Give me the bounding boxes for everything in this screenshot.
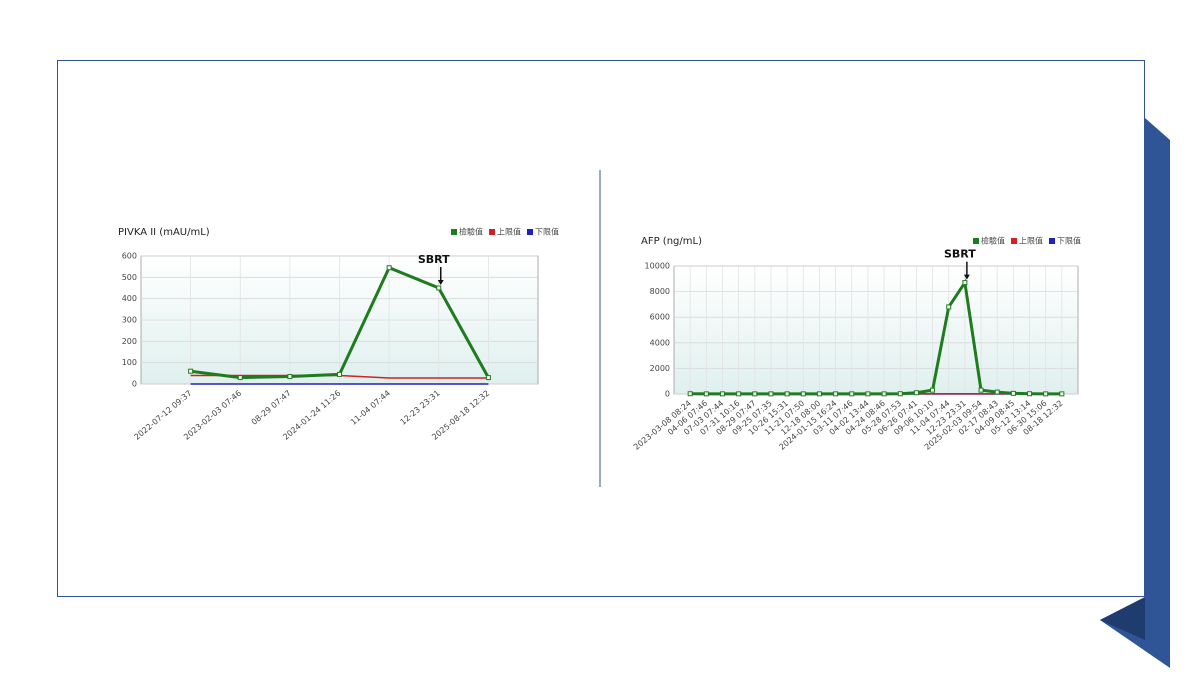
point-marker bbox=[946, 304, 952, 310]
y-tick-label: 200 bbox=[122, 337, 137, 346]
legend-label: 下限值 bbox=[535, 227, 559, 237]
point-marker bbox=[1027, 391, 1033, 397]
legend-swatch bbox=[451, 229, 457, 235]
point-marker bbox=[736, 391, 742, 397]
point-marker bbox=[881, 391, 887, 397]
y-tick-label: 6000 bbox=[650, 313, 670, 322]
legend-swatch bbox=[1011, 238, 1017, 244]
y-tick-label: 400 bbox=[122, 294, 137, 303]
point-marker bbox=[768, 391, 774, 397]
point-marker bbox=[237, 375, 243, 381]
annotation-arrowhead bbox=[437, 280, 444, 285]
y-tick-label: 8000 bbox=[650, 287, 670, 296]
legend-label: 下限值 bbox=[1057, 236, 1081, 246]
point-marker bbox=[1043, 391, 1049, 397]
legend-label: 上限值 bbox=[497, 227, 521, 237]
legend-label: 檢驗值 bbox=[981, 236, 1005, 246]
annotation: SBRT bbox=[944, 248, 976, 261]
point-marker bbox=[1010, 390, 1016, 396]
y-tick-label: 10000 bbox=[645, 262, 670, 271]
legend-swatch bbox=[973, 238, 979, 244]
point-marker bbox=[994, 389, 1000, 395]
y-tick-label: 500 bbox=[122, 273, 137, 282]
point-marker bbox=[962, 280, 968, 286]
decor-shade bbox=[1100, 597, 1145, 640]
legend-label: 上限值 bbox=[1019, 236, 1043, 246]
point-marker bbox=[287, 374, 293, 380]
point-marker bbox=[337, 371, 342, 377]
series-line bbox=[690, 278, 1062, 396]
y-tick-label: 0 bbox=[132, 380, 137, 389]
chart-title: PIVKA II (mAU/mL) bbox=[118, 227, 210, 238]
y-tick-label: 100 bbox=[122, 358, 137, 367]
chart-title: AFP (ng/mL) bbox=[641, 236, 702, 247]
legend-swatch bbox=[489, 229, 495, 235]
point-marker bbox=[833, 391, 839, 397]
point-marker bbox=[188, 368, 194, 374]
legend-swatch bbox=[1049, 238, 1055, 244]
plot-area bbox=[673, 265, 1079, 395]
point-marker bbox=[849, 391, 855, 397]
point-marker bbox=[800, 391, 806, 397]
point-marker bbox=[784, 391, 790, 397]
point-marker bbox=[719, 391, 725, 397]
point-marker bbox=[978, 387, 984, 393]
annotation-arrowhead bbox=[963, 274, 970, 280]
point-marker bbox=[386, 265, 392, 271]
point-marker bbox=[687, 391, 693, 397]
y-tick-label: 600 bbox=[122, 252, 137, 261]
point-marker bbox=[485, 375, 491, 381]
decor-shape bbox=[1100, 118, 1170, 668]
point-marker bbox=[816, 391, 822, 397]
point-marker bbox=[436, 285, 442, 291]
legend-label: 檢驗值 bbox=[459, 227, 483, 237]
y-tick-label: 2000 bbox=[650, 364, 670, 373]
y-tick-label: 4000 bbox=[650, 338, 670, 347]
point-marker bbox=[913, 390, 919, 396]
point-marker bbox=[897, 391, 903, 397]
point-marker bbox=[865, 391, 871, 397]
point-marker bbox=[703, 391, 709, 397]
annotation: SBRT bbox=[418, 253, 450, 266]
point-marker bbox=[752, 391, 758, 397]
legend-swatch bbox=[527, 229, 533, 235]
y-tick-label: 0 bbox=[665, 390, 670, 399]
y-tick-label: 300 bbox=[122, 316, 137, 325]
point-marker bbox=[930, 387, 936, 393]
point-marker bbox=[1059, 391, 1065, 397]
